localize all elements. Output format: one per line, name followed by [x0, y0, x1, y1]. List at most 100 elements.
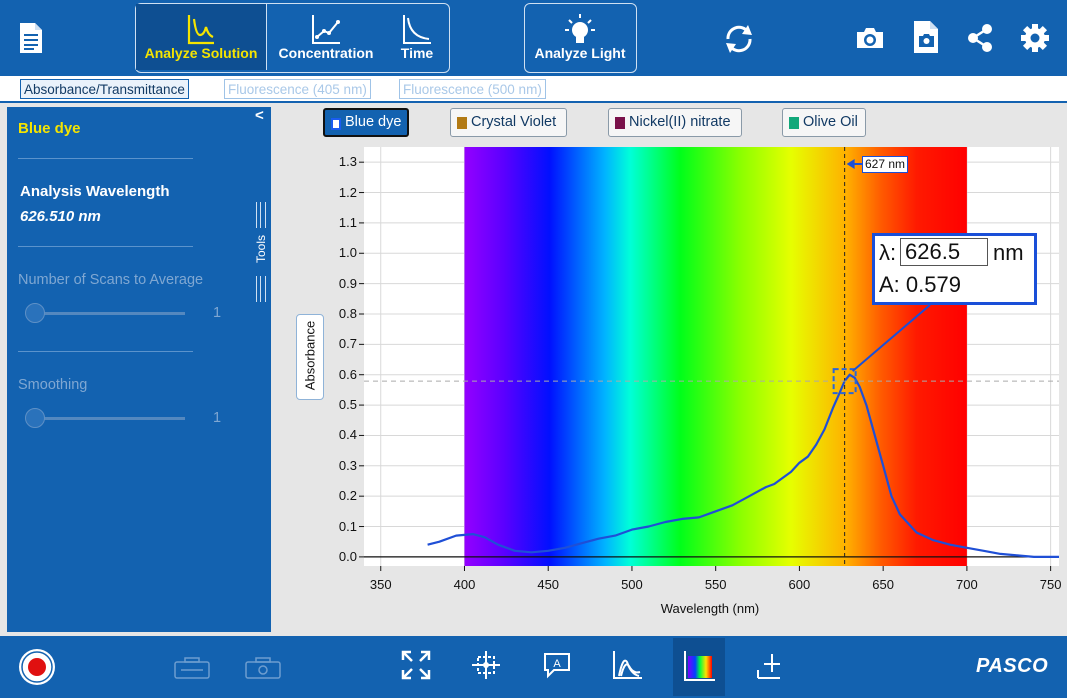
- analyze-light-button[interactable]: Analyze Light: [525, 4, 635, 70]
- solution-name: Blue dye: [18, 120, 81, 137]
- chip-swatch: [615, 117, 625, 129]
- x-tick-label: 500: [621, 577, 643, 592]
- scans-slider-knob[interactable]: [25, 303, 45, 323]
- analysis-mode-group: [135, 3, 450, 73]
- smoothing-label: Smoothing: [18, 377, 88, 393]
- analyze-solution-button[interactable]: Analyze Solution: [136, 4, 267, 70]
- analysis-wavelength-label: Analysis Wavelength: [20, 183, 170, 200]
- y-tick-label: 0.4: [338, 427, 357, 443]
- x-tick-label: 400: [453, 577, 476, 592]
- lambda-input[interactable]: 626.5: [900, 238, 988, 266]
- analyze-light-label: Analyze Light: [534, 45, 626, 61]
- y-tick-label: 0.8: [338, 305, 357, 321]
- add-coordinate-icon[interactable]: [754, 650, 784, 685]
- chip-label: Olive Oil: [803, 114, 858, 130]
- refresh-icon[interactable]: [722, 22, 756, 61]
- tab-absorbance-transmittance[interactable]: Absorbance/Transmittance: [20, 79, 189, 99]
- sidebar-divider: [18, 158, 193, 159]
- x-tick-label: 600: [788, 577, 811, 592]
- chip-swatch: [457, 117, 467, 129]
- gear-icon[interactable]: [1020, 23, 1050, 58]
- chip-swatch: [789, 117, 799, 129]
- y-tick-label: 1.0: [338, 245, 357, 261]
- scale-to-fit-icon[interactable]: [401, 650, 431, 685]
- marker-wavelength-text: 627 nm: [865, 157, 906, 171]
- time-button[interactable]: Time: [386, 4, 448, 70]
- x-tick-label: 350: [369, 577, 392, 592]
- tools-drawer-handle[interactable]: Tools: [253, 202, 268, 302]
- spectrum-view-button[interactable]: [673, 638, 725, 696]
- sensor-device-icon: [173, 656, 211, 685]
- y-tick-label: 0.9: [338, 275, 357, 291]
- coordinate-tool-icon[interactable]: [471, 650, 501, 685]
- scans-to-average-label: Number of Scans to Average: [18, 272, 204, 288]
- plot-area[interactable]: [364, 147, 1059, 566]
- x-axis-label: Wavelength (nm): [660, 601, 760, 616]
- chip-nickel-nitrate[interactable]: Nickel(II) nitrate: [608, 108, 742, 137]
- y-axis-label: Absorbance: [302, 320, 318, 391]
- tab-fluorescence-405[interactable]: Fluorescence (405 nm): [224, 79, 371, 99]
- pasco-logo: PASCO: [976, 655, 1049, 677]
- grip-icon: [256, 202, 266, 228]
- camera-icon[interactable]: [855, 26, 885, 55]
- sidebar-collapse-button[interactable]: <: [255, 107, 264, 124]
- y-tick-label: 0.3: [338, 457, 357, 473]
- smoothing-value: 1: [213, 410, 222, 426]
- analyze-solution-label: Analyze Solution: [144, 45, 258, 61]
- lambda-unit: nm: [993, 240, 1024, 265]
- record-button[interactable]: [17, 647, 57, 692]
- y-tick-label: 0.6: [338, 366, 357, 382]
- time-label: Time: [400, 45, 434, 61]
- y-tick-label: 1.3: [338, 154, 357, 170]
- share-icon[interactable]: [966, 23, 994, 58]
- analysis-wavelength-value[interactable]: 626.510 nm: [20, 208, 101, 225]
- concentration-label: Concentration: [278, 45, 374, 61]
- x-tick-label: 750: [1039, 577, 1062, 592]
- sidebar-panel: < Blue dye Analysis Wavelength 626.510 n…: [7, 107, 271, 632]
- sensor-device-icon: [244, 656, 282, 685]
- y-tick-label: 1.1: [338, 214, 357, 230]
- chip-crystal-violet[interactable]: Crystal Violet: [450, 108, 567, 137]
- chip-swatch: [331, 118, 341, 130]
- x-tick-label: 450: [537, 577, 560, 592]
- scans-value: 1: [213, 305, 222, 321]
- chip-olive-oil[interactable]: Olive Oil: [782, 108, 866, 137]
- y-tick-label: 0.7: [338, 336, 357, 352]
- absorbance-readout: A: 0.579: [879, 272, 961, 297]
- top-toolbar: Analyze Solution Concentration Time Anal…: [0, 0, 1067, 76]
- y-axis-label-box[interactable]: Absorbance: [296, 314, 324, 400]
- spectrum-icon: [684, 651, 715, 681]
- tools-label: Tools: [254, 235, 268, 264]
- chip-blue-dye[interactable]: Blue dye: [323, 108, 409, 137]
- y-tick-label: 0.1: [338, 518, 357, 534]
- tab-fluorescence-500[interactable]: Fluorescence (500 nm): [399, 79, 546, 99]
- snapshot-document-icon[interactable]: [912, 20, 940, 59]
- chip-label: Nickel(II) nitrate: [629, 114, 731, 130]
- lambda-label: λ:: [879, 240, 897, 265]
- concentration-button[interactable]: Concentration: [268, 4, 384, 70]
- grip-icon: [256, 276, 266, 302]
- y-tick-label: 1.2: [338, 184, 357, 200]
- y-tick-label: 0.0: [338, 548, 357, 564]
- curve-fit-icon[interactable]: [611, 650, 643, 685]
- sidebar-divider: [18, 246, 193, 247]
- smoothing-slider-knob[interactable]: [25, 408, 45, 428]
- y-tick-label: 0.2: [338, 488, 357, 504]
- scans-slider-track: [35, 312, 185, 315]
- mode-tabs: Absorbance/Transmittance Fluorescence (4…: [0, 76, 1067, 103]
- chip-label: Crystal Violet: [471, 114, 557, 130]
- annotation-icon[interactable]: A: [542, 650, 572, 685]
- x-tick-label: 700: [956, 577, 978, 592]
- analyze-light-group: [524, 3, 637, 73]
- bottom-toolbar: A PASCO: [0, 636, 1067, 698]
- smoothing-slider-track: [35, 417, 185, 420]
- chip-label: Blue dye: [345, 114, 402, 130]
- x-tick-label: 650: [872, 577, 894, 592]
- x-tick-label: 550: [704, 577, 727, 592]
- y-tick-label: 0.5: [338, 397, 357, 413]
- document-icon[interactable]: [18, 22, 44, 59]
- marker-wavelength-tag[interactable]: 627 nm: [862, 156, 909, 173]
- readout-box[interactable]: λ: 626.5 nm A: 0.579: [872, 233, 1037, 305]
- sidebar-divider: [18, 351, 193, 352]
- svg-text:A: A: [553, 658, 561, 670]
